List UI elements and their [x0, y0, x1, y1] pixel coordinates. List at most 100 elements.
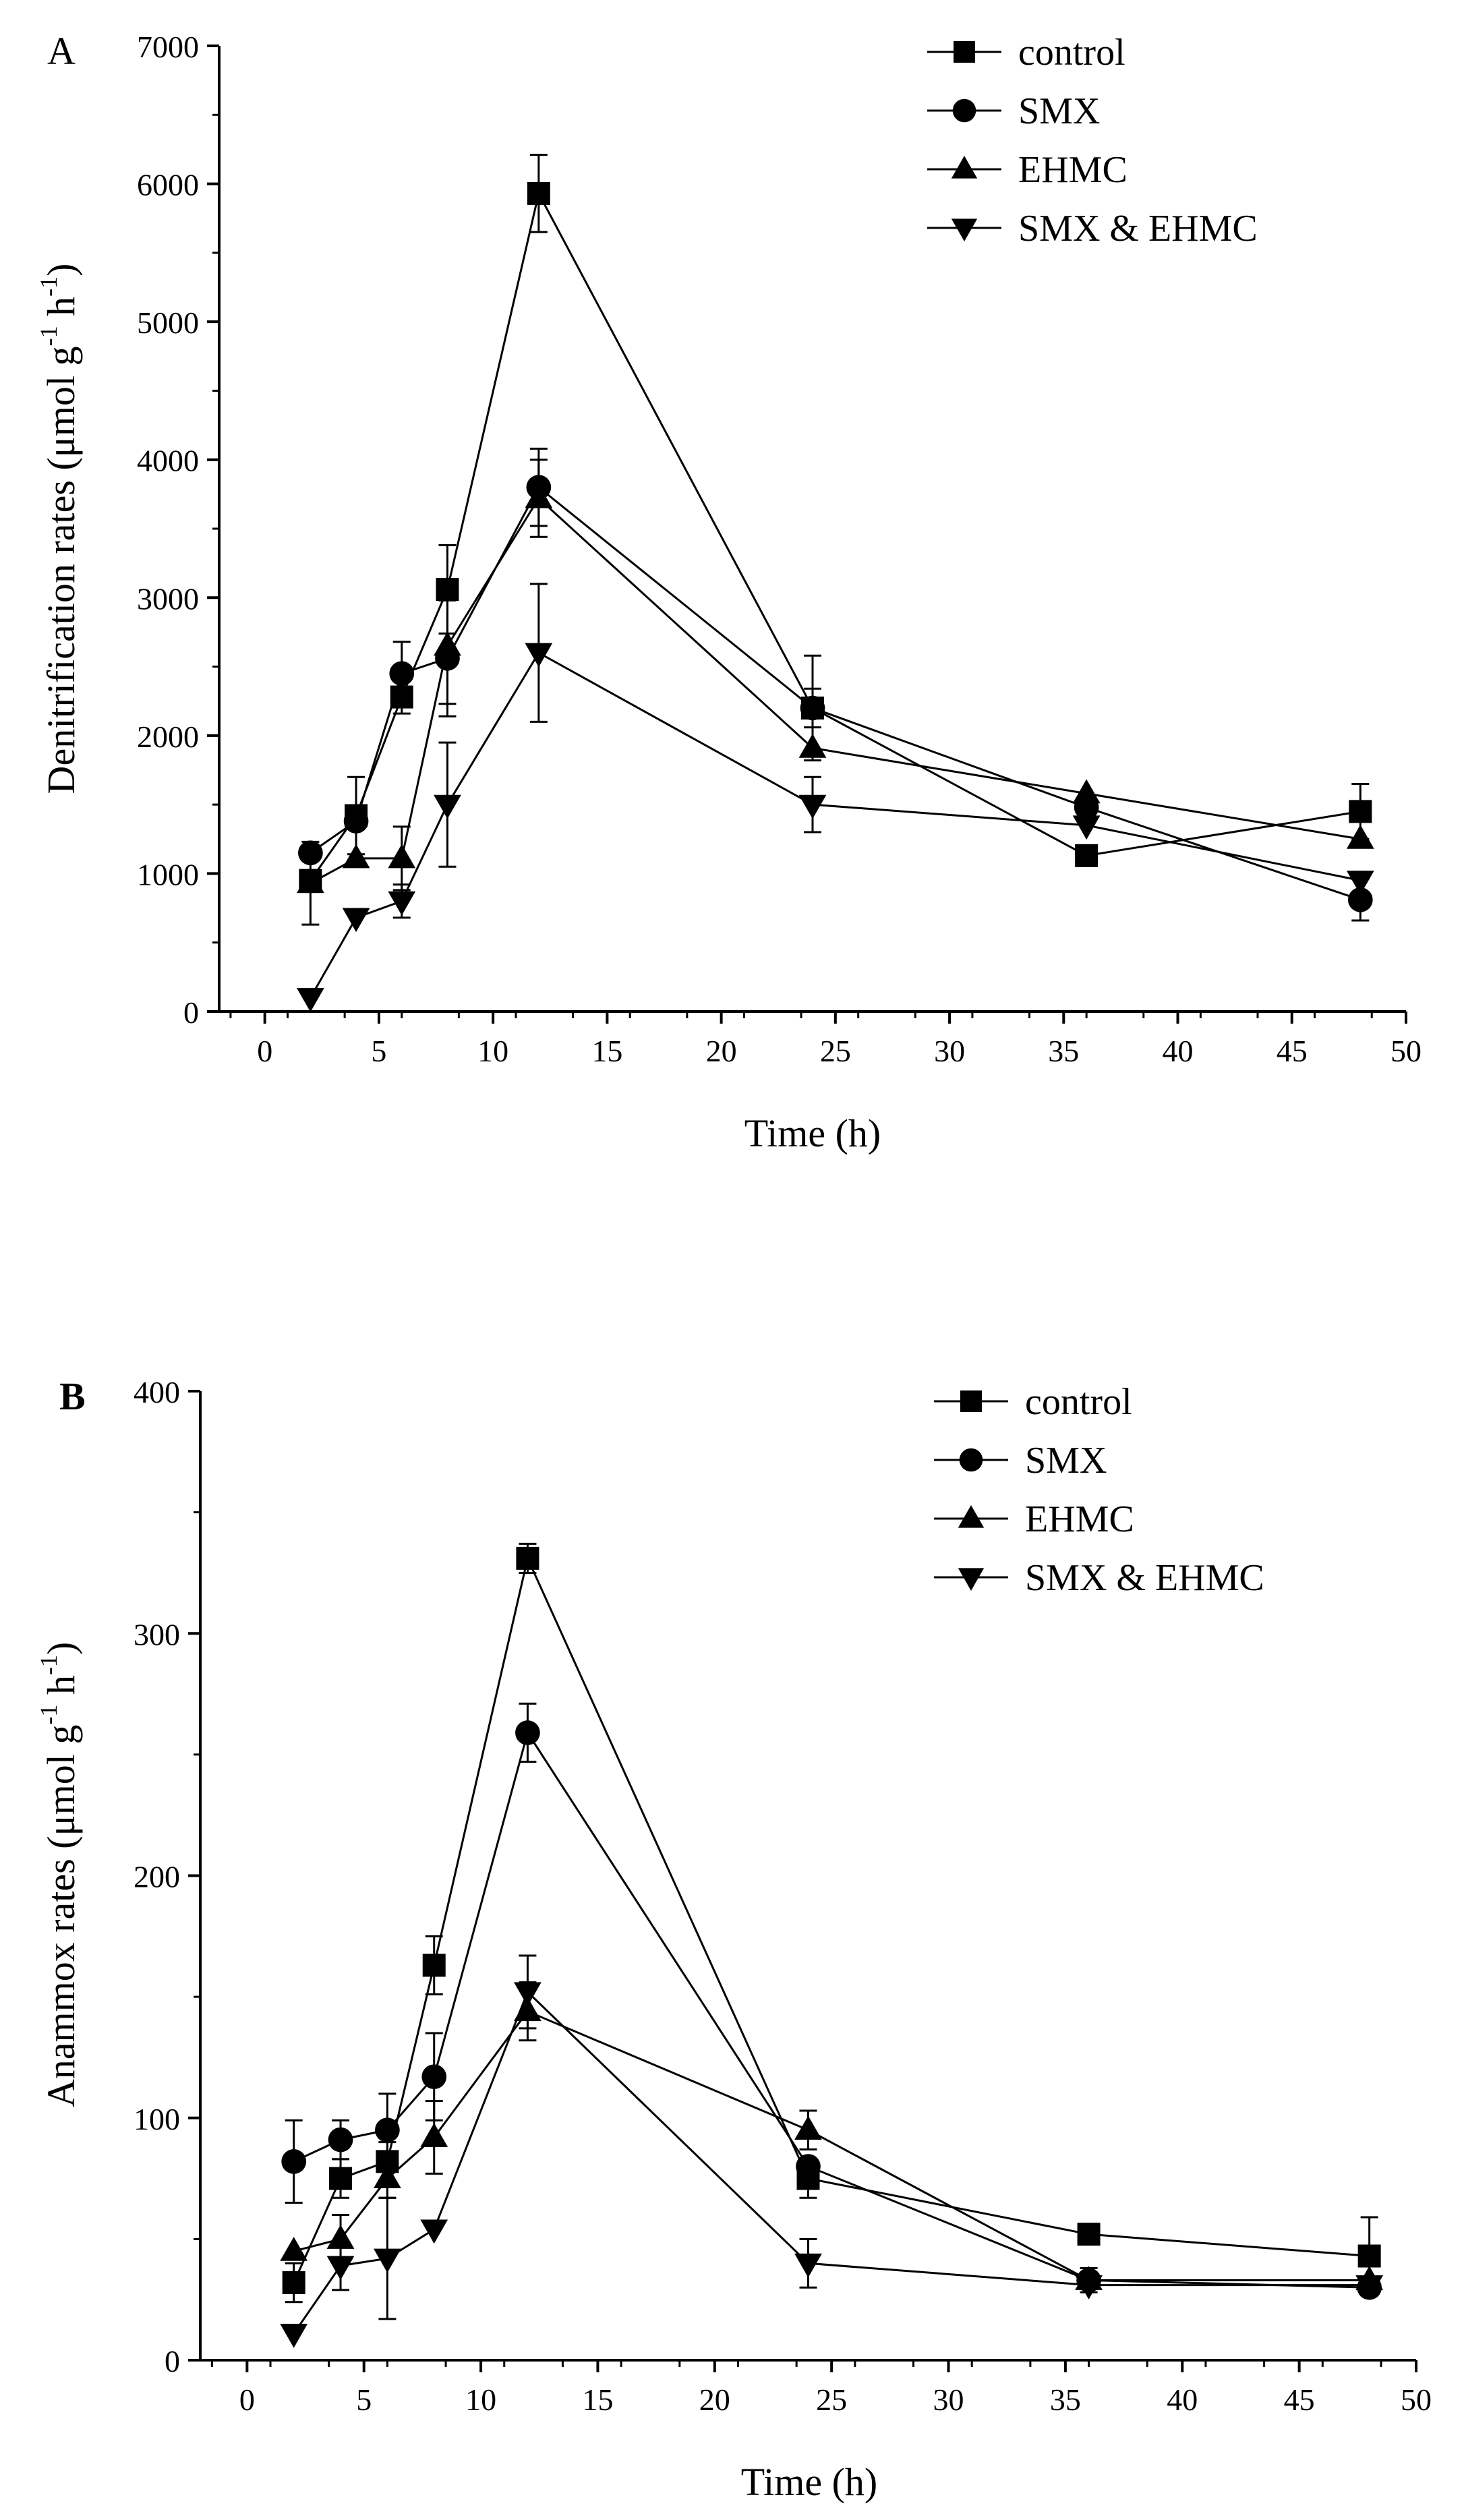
panel-b-x-tick-label: 50 — [1401, 2382, 1432, 2417]
panel-a-point-smx-and-ehmc — [1072, 815, 1101, 840]
panel-a-point-smx — [389, 661, 415, 686]
panel-b-point-ehmc — [794, 2115, 822, 2140]
panel-b-point-smx — [515, 1720, 540, 1745]
panel-a-point-smx-and-ehmc — [798, 794, 827, 819]
panel-b-y-tick-label: 400 — [134, 1375, 180, 1409]
panel-a-legend-item-ehmc: EHMC — [927, 149, 1128, 191]
panel-b-legend-marker-control — [960, 1390, 982, 1412]
panel-a-y-title-sup1: -1 — [35, 326, 62, 346]
panel-b-point-smx — [421, 2064, 447, 2090]
panel-b-y-title-sup1: -1 — [35, 1705, 62, 1725]
panel-b-point-smx — [281, 2149, 307, 2174]
panel-b-point-smx — [375, 2117, 400, 2143]
panel-a-x-tick-label: 10 — [477, 1034, 508, 1068]
panel-b-point-smx — [796, 2154, 821, 2179]
panel-a-point-ehmc — [1346, 825, 1374, 849]
panel-a-legend-item-control: control — [927, 32, 1125, 74]
panel-a-legend-marker-ehmc — [951, 156, 978, 179]
panel-b-point-control — [282, 2271, 305, 2295]
panel-a-line-control — [310, 190, 1361, 881]
panel-b-legend-label-ehmc: EHMC — [1025, 1498, 1134, 1540]
panel-b-legend-marker-smx-and-ehmc — [958, 1568, 985, 1591]
panel-a-x-tick-label: 35 — [1048, 1034, 1079, 1068]
panel-b-y-tick-label: 300 — [134, 1617, 180, 1651]
panel-b-y-tick-label: 0 — [165, 2344, 180, 2378]
panel-b-legend-label-control: control — [1025, 1381, 1132, 1423]
panel-a-y-title-main: Denitrification rates (μmol g — [39, 346, 83, 794]
panel-a-point-smx-and-ehmc — [525, 643, 553, 668]
panel-a-legend-label-smx: SMX — [1018, 90, 1100, 132]
panel-b-y-tick-label: 200 — [134, 1860, 180, 1894]
panel-b-y-title-sup2: -1 — [35, 1655, 62, 1675]
panel-b-point-ehmc — [420, 2123, 448, 2147]
panel-b-point-control — [422, 1954, 446, 1977]
panel-a-point-control — [1075, 844, 1099, 867]
panel-a-y-title-sup2: -1 — [35, 276, 62, 297]
panel-b-series-smx — [281, 1702, 1382, 2300]
panel-b-point-smx-and-ehmc — [326, 2256, 355, 2281]
panel-a-x-tick-label: 50 — [1390, 1034, 1422, 1068]
panel-b-point-smx-and-ehmc — [280, 2324, 308, 2348]
panel-a-chart: A 0 1000 2000 3000 4000 5000 6000 7000 0 5 10 15 20… — [35, 29, 1422, 1155]
panel-b-point-smx — [328, 2127, 353, 2152]
panel-a-y-tick-label: 7000 — [137, 30, 199, 64]
panel-a-point-smx-and-ehmc — [296, 988, 324, 1012]
panel-a-legend-marker-smx — [952, 98, 976, 123]
panel-a-x-tick-label: 20 — [706, 1034, 737, 1068]
panel-a-y-title-mid: h — [39, 297, 83, 326]
panel-a-legend-item-smx: SMX — [927, 90, 1100, 132]
panel-b-x-tick-label: 5 — [356, 2382, 372, 2417]
panel-b-x-tick-label: 10 — [465, 2382, 496, 2417]
panel-a-line-smx-and-ehmc — [310, 651, 1361, 999]
panel-a-x-tick-label: 45 — [1277, 1034, 1308, 1068]
panel-a-y-tick-label: 6000 — [137, 168, 199, 202]
panel-b-y-title-end: ) — [39, 1642, 83, 1655]
panel-b-x-tick-label: 15 — [582, 2382, 613, 2417]
panel-a-x-tick-label: 40 — [1163, 1034, 1194, 1068]
panel-a-point-smx — [1347, 887, 1373, 912]
panel-b-point-ehmc — [326, 2225, 355, 2249]
panel-b-legend-marker-ehmc — [958, 1505, 985, 1528]
panel-a-y-ticks: 0 1000 2000 3000 4000 5000 6000 7000 — [137, 30, 219, 1030]
panel-a-point-ehmc — [1072, 779, 1101, 804]
panel-a-legend: control SMX EHMC SMX & EHMC — [927, 32, 1258, 250]
panel-b-y-tick-label: 100 — [134, 2102, 180, 2136]
panel-b-series — [280, 1542, 1384, 2348]
panel-a-point-ehmc — [434, 631, 461, 656]
panel-b-point-control — [516, 1546, 539, 1570]
panel-a-series-smx-and-ehmc — [296, 583, 1374, 1012]
panel-b-x-tick-label: 20 — [699, 2382, 730, 2417]
panel-b-point-ehmc — [373, 2164, 401, 2189]
panel-b-point-smx-and-ehmc — [794, 2253, 822, 2278]
panel-a-series-ehmc — [296, 459, 1374, 926]
panel-a-point-control — [1349, 800, 1372, 823]
panel-b-x-tick-label: 35 — [1050, 2382, 1081, 2417]
panel-a-label: A — [47, 29, 76, 73]
panel-a-point-smx-and-ehmc — [342, 908, 370, 933]
panel-a-legend-label-smx-and-ehmc: SMX & EHMC — [1018, 208, 1258, 250]
panel-a-x-tick-label: 25 — [820, 1034, 851, 1068]
panel-a-point-smx-and-ehmc — [1346, 871, 1374, 895]
panel-b-legend-marker-smx — [959, 1448, 983, 1472]
panel-a-point-ehmc — [798, 734, 827, 758]
panel-b-point-control — [1077, 2223, 1101, 2246]
panel-b-point-control — [1357, 2244, 1381, 2268]
panel-a-legend-label-control: control — [1018, 32, 1125, 74]
panel-b-line-smx — [293, 1730, 1370, 2289]
panel-a-legend-item-smx-and-ehmc: SMX & EHMC — [927, 208, 1258, 250]
panel-b-line-ehmc — [293, 2010, 1370, 2281]
panel-a-x-tick-label: 5 — [371, 1034, 386, 1068]
panel-a-series-control — [299, 154, 1372, 892]
panel-a-line-smx — [310, 486, 1361, 901]
panel-b-x-tick-label: 45 — [1284, 2382, 1315, 2417]
panel-a-point-smx-and-ehmc — [434, 794, 461, 819]
panel-b-point-smx-and-ehmc — [420, 2219, 448, 2244]
panel-b-point-smx-and-ehmc — [514, 1982, 541, 2007]
panel-b-legend: control SMX EHMC SMX & EHMC — [934, 1381, 1264, 1599]
panel-a-y-tick-label: 2000 — [137, 720, 199, 754]
panel-b-line-smx-and-ehmc — [293, 1990, 1370, 2335]
panel-a-legend-label-ehmc: EHMC — [1018, 149, 1128, 191]
panel-a-y-tick-label: 4000 — [137, 444, 199, 478]
panel-b-y-title-main: Anammox rates (μmol g — [39, 1725, 83, 2107]
